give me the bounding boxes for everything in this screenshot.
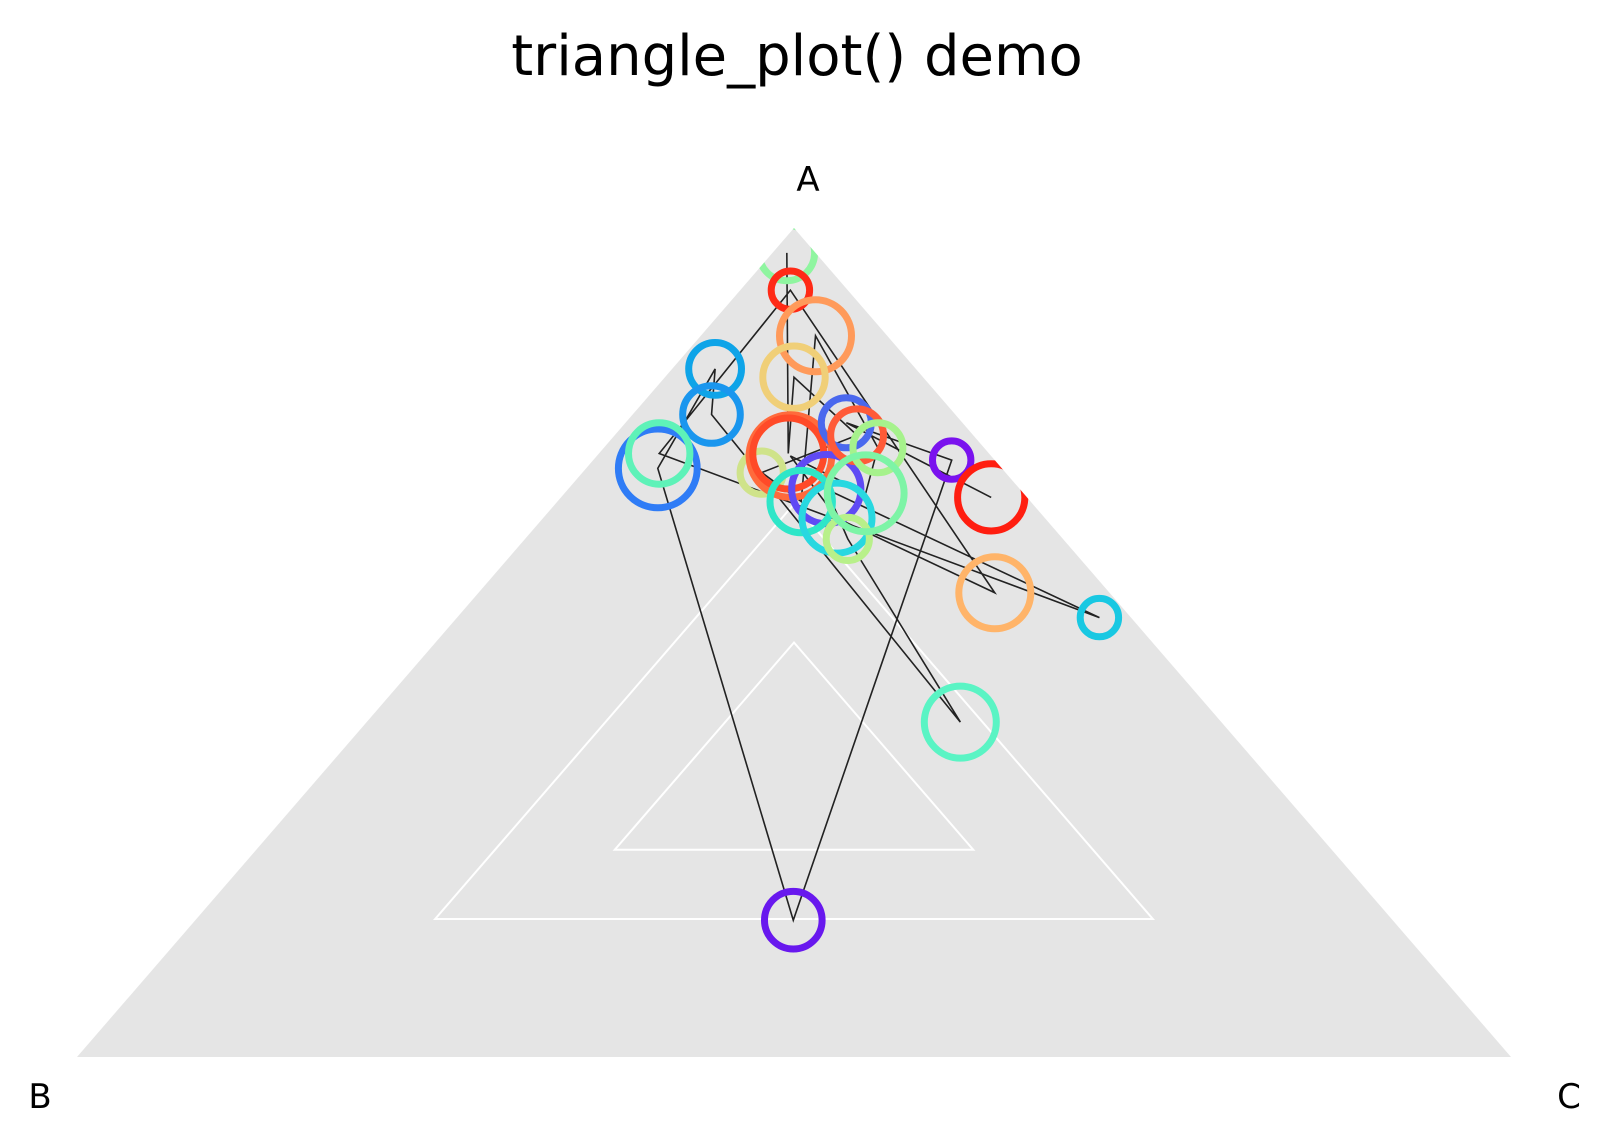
marker-7 [625,419,694,488]
markers [614,228,1123,953]
marker-19 [929,437,975,483]
marker-14 [822,513,873,565]
marker-12 [766,466,836,537]
chart-title: triangle_plot() demo [511,24,1083,89]
marker-2 [776,296,855,376]
marker-17 [849,419,907,477]
vertex-label-a: A [796,160,819,200]
marker-13 [798,479,876,557]
marker-21 [955,553,1035,633]
marker-5 [679,382,744,447]
vertex-label-c: C [1557,1077,1581,1117]
marker-23 [920,682,1000,762]
marker-3 [759,342,829,412]
marker-6 [614,425,701,512]
marker-22 [1076,594,1123,641]
marker-18 [823,451,908,536]
marker-24 [761,887,826,953]
marker-20 [954,460,1029,535]
vertex-label-b: B [28,1077,51,1117]
grid-triangle-1 [612,640,976,851]
marker-4 [685,339,745,399]
